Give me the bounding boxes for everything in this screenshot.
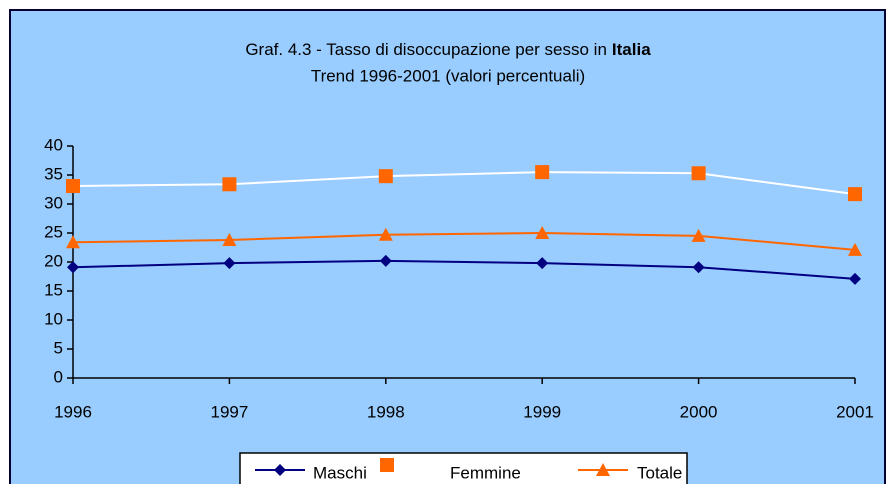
chart-subtitle: Trend 1996-2001 (valori percentuali) bbox=[311, 66, 585, 85]
marker-triangle bbox=[596, 463, 610, 476]
marker-square bbox=[380, 458, 394, 472]
marker-diamond bbox=[67, 261, 79, 274]
marker-triangle bbox=[848, 242, 862, 256]
marker-square bbox=[535, 165, 550, 180]
y-tick-label: 5 bbox=[54, 338, 63, 357]
marker-square bbox=[848, 187, 862, 202]
x-tick-label: 1999 bbox=[523, 402, 561, 421]
x-tick-label: 2001 bbox=[836, 402, 874, 421]
marker-triangle bbox=[222, 232, 237, 246]
marker-square bbox=[222, 177, 237, 192]
marker-triangle bbox=[66, 235, 80, 249]
y-tick-label: 15 bbox=[44, 280, 63, 299]
y-tick-label: 40 bbox=[44, 135, 63, 154]
title-bold: Italia bbox=[612, 40, 651, 59]
x-tick-label: 2000 bbox=[680, 402, 718, 421]
title-text: Graf. 4.3 - Tasso di disoccupazione per … bbox=[245, 40, 607, 59]
marker-square bbox=[66, 179, 80, 194]
chart-title: Graf. 4.3 - Tasso di disoccupazione per … bbox=[245, 40, 651, 59]
y-tick-label: 20 bbox=[44, 251, 63, 270]
marker-diamond bbox=[379, 254, 392, 267]
marker-square bbox=[378, 169, 393, 184]
y-tick-label: 0 bbox=[54, 367, 63, 386]
marker-diamond bbox=[536, 257, 549, 270]
series-line bbox=[72, 231, 856, 251]
chart-area bbox=[9, 9, 886, 484]
marker-square bbox=[691, 166, 706, 181]
x-tick-label: 1996 bbox=[54, 402, 92, 421]
y-tick-label: 35 bbox=[44, 164, 63, 183]
x-tick-label: 1997 bbox=[210, 402, 248, 421]
legend-label: Maschi bbox=[313, 463, 367, 482]
marker-diamond bbox=[274, 464, 286, 476]
y-tick-label: 30 bbox=[44, 193, 63, 212]
marker-triangle bbox=[378, 227, 393, 241]
legend-label: Totale bbox=[637, 463, 682, 482]
marker-diamond bbox=[849, 272, 861, 285]
marker-diamond bbox=[223, 257, 236, 270]
marker-diamond bbox=[692, 261, 705, 274]
legend-box bbox=[239, 452, 688, 484]
series-line bbox=[72, 259, 856, 280]
y-tick-label: 25 bbox=[44, 222, 63, 241]
series-line bbox=[72, 171, 856, 196]
y-tick-label: 10 bbox=[44, 309, 63, 328]
marker-triangle bbox=[535, 226, 550, 239]
legend-label: Femmine bbox=[450, 463, 521, 482]
marker-triangle bbox=[691, 228, 706, 242]
x-tick-label: 1998 bbox=[367, 402, 405, 421]
